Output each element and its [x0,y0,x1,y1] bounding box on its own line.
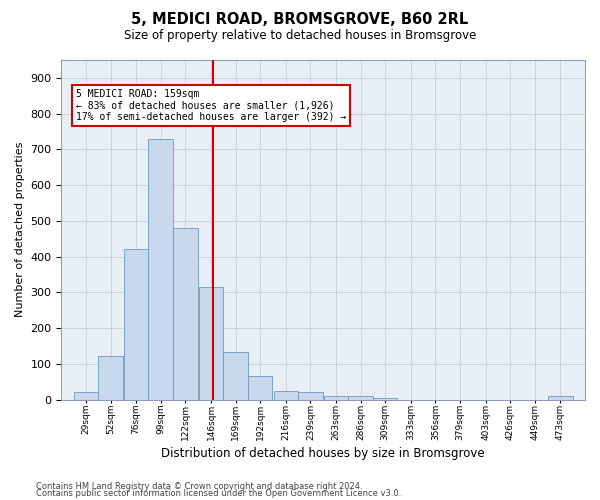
Y-axis label: Number of detached properties: Number of detached properties [15,142,25,318]
Bar [274,390,298,400]
Bar [548,396,573,400]
Text: 5, MEDICI ROAD, BROMSGROVE, B60 2RL: 5, MEDICI ROAD, BROMSGROVE, B60 2RL [131,12,469,28]
Bar [124,250,148,400]
Bar [148,138,173,400]
Bar [173,228,197,400]
Bar [74,392,98,400]
Text: 5 MEDICI ROAD: 159sqm
← 83% of detached houses are smaller (1,926)
17% of semi-d: 5 MEDICI ROAD: 159sqm ← 83% of detached … [76,88,346,122]
Bar [349,396,373,400]
X-axis label: Distribution of detached houses by size in Bromsgrove: Distribution of detached houses by size … [161,447,485,460]
Bar [248,376,272,400]
Bar [373,398,397,400]
Text: Contains HM Land Registry data © Crown copyright and database right 2024.: Contains HM Land Registry data © Crown c… [36,482,362,491]
Bar [199,287,223,400]
Bar [298,392,323,400]
Bar [98,356,123,400]
Bar [324,396,349,400]
Text: Size of property relative to detached houses in Bromsgrove: Size of property relative to detached ho… [124,29,476,42]
Bar [223,352,248,400]
Text: Contains public sector information licensed under the Open Government Licence v3: Contains public sector information licen… [36,490,401,498]
